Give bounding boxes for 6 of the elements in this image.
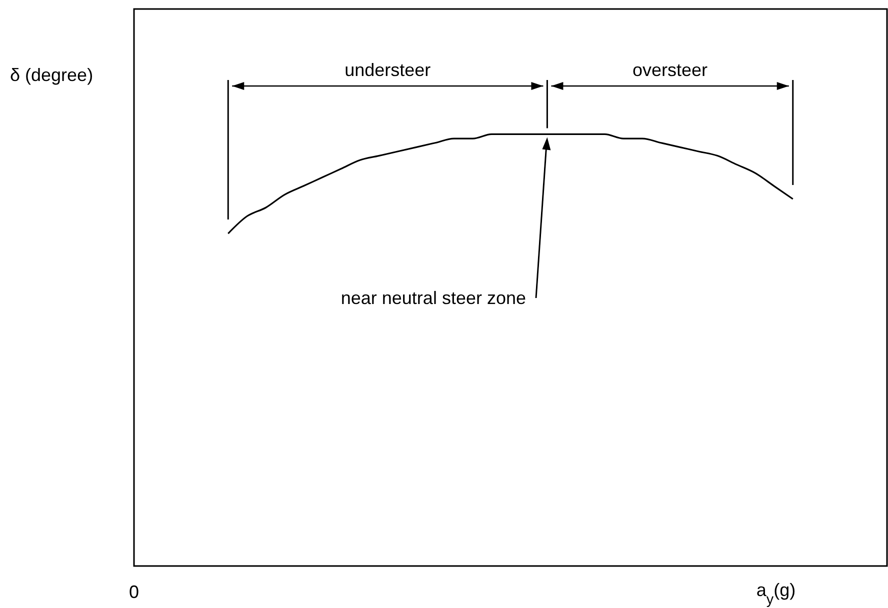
text: understeer [344,60,431,80]
annotation: near neutral steer zone [340,288,526,308]
text: 0 [128,582,140,602]
text: oversteer [632,60,708,80]
x-axis-title: a$_{y}$(g) [756,580,796,608]
y-axis-title: δ (degree) [10,65,94,85]
